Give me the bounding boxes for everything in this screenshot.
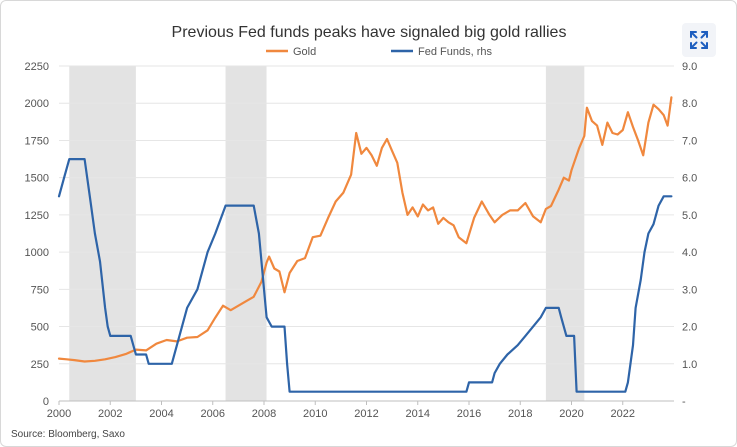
gold-line bbox=[57, 96, 673, 363]
shaded-period bbox=[225, 66, 267, 401]
x-tick-label: 2014 bbox=[406, 408, 430, 420]
legend-label: Gold bbox=[293, 46, 316, 58]
y-right-tick-label: 4.0 bbox=[682, 247, 697, 259]
y-left-tick-label: 250 bbox=[31, 359, 49, 371]
chart-title: Previous Fed funds peaks have signaled b… bbox=[172, 24, 567, 41]
y-right-tick-label: 1.0 bbox=[682, 359, 697, 371]
y-right-tick-label: 3.0 bbox=[682, 284, 697, 296]
y-right-tick-label: 7.0 bbox=[682, 135, 697, 147]
expand-icon bbox=[690, 31, 708, 49]
shaded-period bbox=[69, 66, 136, 401]
y-right-tick-label: 6.0 bbox=[682, 173, 697, 185]
y-left-tick-label: 1250 bbox=[25, 210, 49, 222]
shaded-period bbox=[545, 66, 585, 401]
y-left-tick-label: 1750 bbox=[25, 135, 49, 147]
y-right-tick-label: 9.0 bbox=[682, 61, 697, 73]
x-tick-label: 2006 bbox=[201, 408, 225, 420]
expand-button[interactable] bbox=[682, 23, 716, 57]
y-left-tick-label: 750 bbox=[31, 284, 49, 296]
x-tick-label: 2018 bbox=[508, 408, 532, 420]
x-tick-label: 2016 bbox=[457, 408, 481, 420]
source-note: Source: Bloomberg, Saxo bbox=[11, 429, 125, 440]
fed-funds-line bbox=[57, 158, 673, 393]
y-right-tick-label: - bbox=[682, 396, 686, 408]
y-left-tick-label: 2250 bbox=[25, 61, 49, 73]
series-lines bbox=[57, 96, 673, 393]
x-tick-label: 2010 bbox=[303, 408, 327, 420]
x-tick-label: 2004 bbox=[149, 408, 173, 420]
x-tick-label: 2012 bbox=[354, 408, 378, 420]
y-right-tick-label: 8.0 bbox=[682, 98, 697, 110]
y-left-tick-label: 1500 bbox=[25, 173, 49, 185]
y-left-tick-label: 500 bbox=[31, 322, 49, 334]
x-tick-label: 2022 bbox=[611, 408, 635, 420]
x-tick-label: 2020 bbox=[559, 408, 583, 420]
y-right-tick-label: 5.0 bbox=[682, 210, 697, 222]
tick-labels: 0 - 250 1.0 500 2.0 750 3.0 1000 4.0 1250 5.0 1500 6.… bbox=[25, 61, 698, 420]
x-tick-label: 2002 bbox=[98, 408, 122, 420]
y-left-tick-label: 2000 bbox=[25, 98, 49, 110]
y-right-tick-label: 2.0 bbox=[682, 322, 697, 334]
legend-label: Fed Funds, rhs bbox=[418, 46, 492, 58]
y-left-tick-label: 0 bbox=[43, 396, 49, 408]
x-tick-label: 2000 bbox=[47, 408, 71, 420]
legend: Gold Fed Funds, rhs bbox=[266, 46, 492, 58]
y-left-tick-label: 1000 bbox=[25, 247, 49, 259]
x-tick-label: 2008 bbox=[252, 408, 276, 420]
